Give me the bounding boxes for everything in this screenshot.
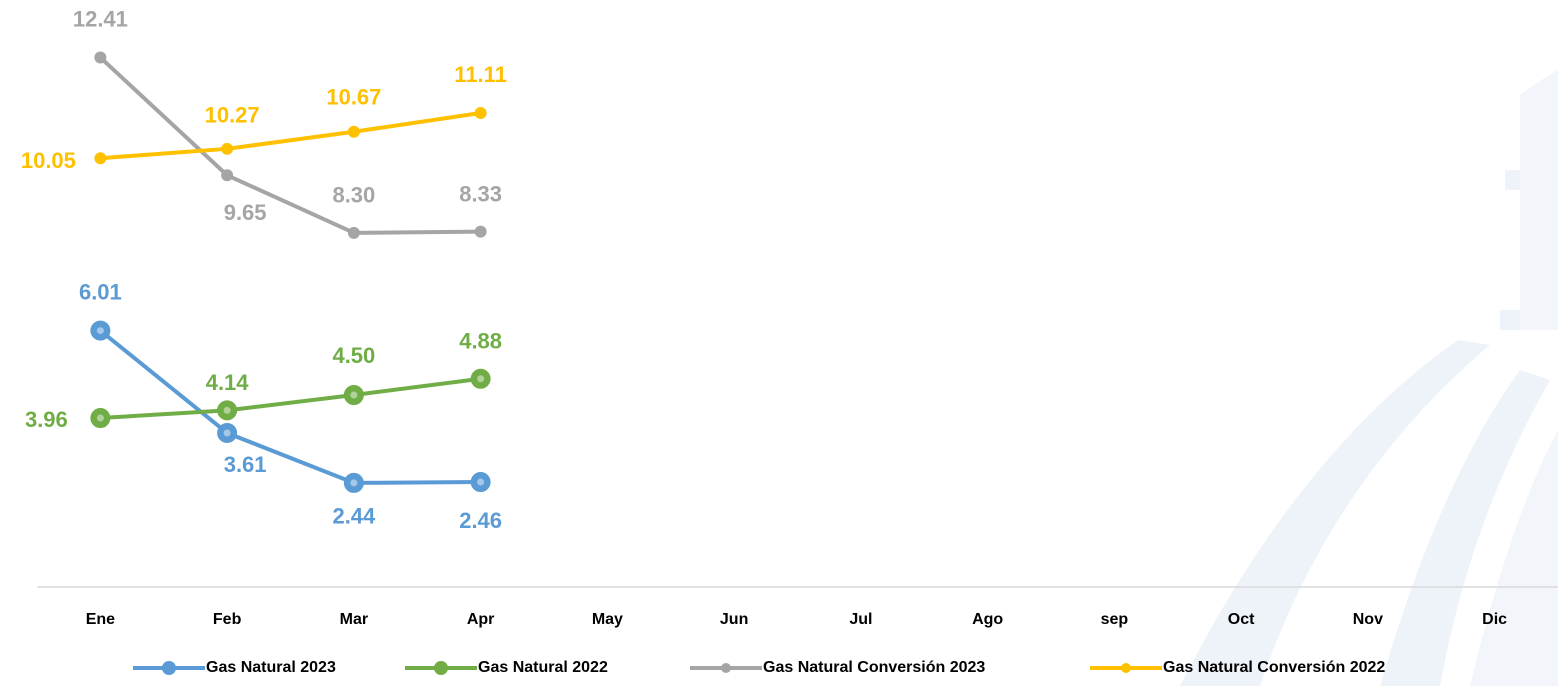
series-line xyxy=(99,56,481,235)
data-label: 10.27 xyxy=(205,103,260,128)
data-label: 4.50 xyxy=(332,343,375,368)
legend-item: Gas Natural Conversión 2022 xyxy=(1090,659,1385,676)
data-label: 10.67 xyxy=(326,85,381,110)
data-label: 4.88 xyxy=(459,329,502,354)
series-line xyxy=(99,329,481,485)
legend-marker xyxy=(721,663,731,673)
watermark xyxy=(1180,70,1558,686)
data-label: 8.30 xyxy=(332,183,375,208)
x-tick-label: Feb xyxy=(213,611,242,628)
x-tick-label: Nov xyxy=(1353,611,1383,628)
legend-item: Gas Natural 2023 xyxy=(133,659,336,676)
marker-center xyxy=(223,406,231,414)
x-tick-label: Mar xyxy=(340,611,368,628)
marker-center xyxy=(350,479,358,487)
x-tick-label: Jul xyxy=(849,611,872,628)
legend-label: Gas Natural 2023 xyxy=(206,659,336,676)
marker-center xyxy=(223,429,231,437)
marker xyxy=(347,226,360,239)
x-tick-label: Oct xyxy=(1228,611,1255,628)
marker xyxy=(94,51,107,64)
series-line xyxy=(100,376,481,421)
x-tick-label: Apr xyxy=(467,611,495,628)
legend-item: Gas Natural 2022 xyxy=(405,659,608,676)
marker-center xyxy=(477,375,485,383)
marker-center xyxy=(96,414,104,422)
legend-marker xyxy=(434,661,448,675)
marker-center xyxy=(477,478,485,486)
x-tick-label: Jun xyxy=(720,611,748,628)
data-label: 6.01 xyxy=(79,279,122,304)
legend-label: Gas Natural Conversión 2023 xyxy=(763,659,985,676)
marker xyxy=(343,385,364,405)
legend-label: Gas Natural 2022 xyxy=(478,659,608,676)
legend-marker xyxy=(1121,663,1131,673)
marker xyxy=(470,368,491,389)
marker xyxy=(90,320,111,341)
series-line xyxy=(100,110,481,161)
marker xyxy=(94,152,107,165)
data-label: 3.61 xyxy=(224,452,267,477)
data-label: 2.46 xyxy=(459,508,502,533)
legend-item: Gas Natural Conversión 2023 xyxy=(690,659,985,676)
marker-center xyxy=(96,327,104,335)
x-tick-label: Ene xyxy=(86,611,115,628)
legend-label: Gas Natural Conversión 2022 xyxy=(1163,659,1385,676)
x-tick-label: Ago xyxy=(972,611,1003,628)
data-label: 3.96 xyxy=(25,407,68,432)
data-label: 11.11 xyxy=(454,62,507,87)
marker xyxy=(90,408,111,429)
marker xyxy=(474,106,487,119)
data-label: 8.33 xyxy=(459,181,502,206)
marker xyxy=(217,422,238,443)
x-tick-label: sep xyxy=(1101,611,1129,628)
data-label: 2.44 xyxy=(332,504,376,529)
marker xyxy=(221,169,234,182)
x-tick-label: May xyxy=(592,611,623,628)
marker xyxy=(343,472,364,493)
x-tick-label: Dic xyxy=(1482,611,1507,628)
data-label: 9.65 xyxy=(224,200,267,225)
marker xyxy=(221,142,234,155)
marker xyxy=(347,125,360,138)
marker xyxy=(474,225,487,238)
legend-marker xyxy=(162,661,176,675)
marker xyxy=(217,400,238,421)
marker-center xyxy=(350,391,358,399)
data-label: 4.14 xyxy=(206,370,250,395)
data-label: 10.05 xyxy=(21,148,76,173)
marker xyxy=(470,472,491,493)
data-label: 12.41 xyxy=(73,6,128,31)
